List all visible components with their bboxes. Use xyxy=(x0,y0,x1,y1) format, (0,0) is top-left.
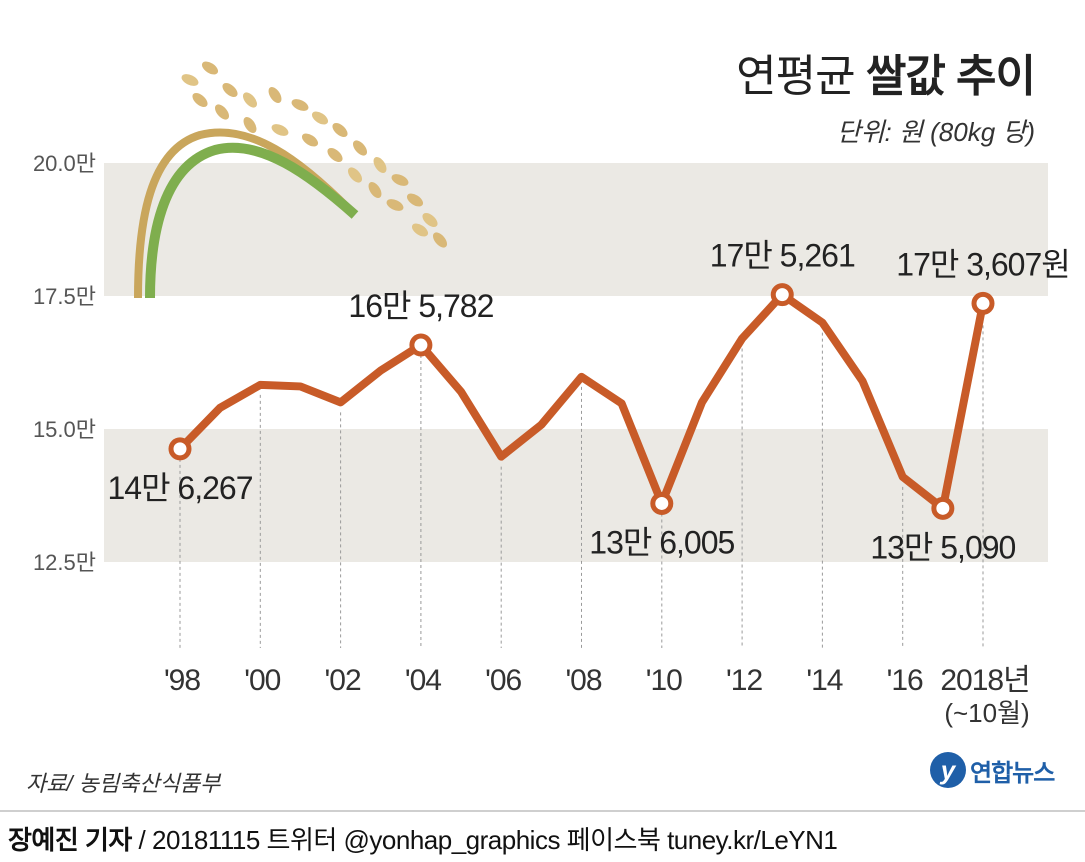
data-point xyxy=(901,475,904,478)
data-point xyxy=(620,402,623,405)
rice-leaf xyxy=(145,142,359,299)
footer-author: 장예진 기자 xyxy=(8,825,132,855)
rice-illustration xyxy=(134,61,448,299)
data-point xyxy=(540,423,543,426)
data-point xyxy=(460,390,463,393)
footer-text: 장예진 기자 / 20181115 트위터 @yonhap_graphics 페… xyxy=(8,820,838,857)
x-tick-label: '14 xyxy=(806,664,842,697)
rice-grain xyxy=(327,147,343,163)
x-tick-label: '04 xyxy=(405,664,441,697)
x-tick-label: '16 xyxy=(887,664,923,697)
marker-point xyxy=(770,283,794,307)
rice-grain xyxy=(347,167,363,183)
x-tick-label: '08 xyxy=(565,664,601,697)
rice-grain xyxy=(406,193,424,207)
data-point xyxy=(700,401,703,404)
rice-grain xyxy=(181,74,199,86)
data-point xyxy=(861,380,864,383)
data-point xyxy=(219,406,222,409)
footer-rest: / 20181115 트위터 @yonhap_graphics 페이스북 tun… xyxy=(131,825,838,855)
x-tick-label: '12 xyxy=(726,664,762,697)
data-label: 13만 5,090 xyxy=(870,529,1015,565)
marker-point xyxy=(409,333,433,357)
logo-text: 연합뉴스 xyxy=(970,759,1055,787)
data-point xyxy=(339,401,342,404)
rice-grain xyxy=(243,116,257,134)
data-label: 17만 3,607원 xyxy=(896,246,1069,282)
rice-grain xyxy=(311,111,329,125)
x-tick-label: 2018년 xyxy=(940,664,1029,697)
rice-grain xyxy=(368,181,382,199)
title-normal: 연평균 xyxy=(736,52,855,101)
rice-grain xyxy=(422,212,438,228)
marker-point xyxy=(971,291,995,315)
data-point xyxy=(299,385,302,388)
data-point xyxy=(821,321,824,324)
rice-grain xyxy=(411,223,429,237)
data-label: 13만 6,005 xyxy=(589,524,734,560)
x-tick-sublabel: (~10월) xyxy=(944,698,1029,728)
marker-point xyxy=(168,437,192,461)
marker-point xyxy=(650,491,674,515)
rice-grain xyxy=(201,61,219,75)
rice-grain xyxy=(268,86,282,104)
x-tick-label: '02 xyxy=(325,664,361,697)
x-tick-label: '98 xyxy=(164,664,200,697)
data-point xyxy=(379,369,382,372)
y-tick-label: 17.5만 xyxy=(33,284,96,309)
logo-mark-icon: y xyxy=(930,752,966,788)
rice-grain xyxy=(373,156,387,174)
y-tick-label: 15.0만 xyxy=(33,417,96,442)
x-tick-label: '00 xyxy=(244,664,280,697)
data-label: 16만 5,782 xyxy=(348,288,493,324)
footer: 장예진 기자 / 20181115 트위터 @yonhap_graphics 페… xyxy=(0,810,1085,862)
rice-grain xyxy=(391,174,409,186)
data-point xyxy=(259,383,262,386)
rice-grain xyxy=(301,133,319,147)
rice-grain xyxy=(214,104,230,120)
band-upper xyxy=(104,163,1048,296)
source-label: 자료/ 농림축산식품부 xyxy=(26,771,221,796)
rice-grain xyxy=(332,122,348,138)
data-point xyxy=(500,455,503,458)
y-tick-label: 12.5만 xyxy=(33,550,96,575)
x-tick-label: '10 xyxy=(646,664,682,697)
data-label: 14만 6,267 xyxy=(107,470,252,506)
rice-stalk xyxy=(134,128,353,299)
data-point xyxy=(580,375,583,378)
rice-grain xyxy=(222,82,238,98)
title-bold: 쌀값 추이 xyxy=(865,52,1036,101)
rice-grain xyxy=(242,92,258,108)
y-tick-label: 20.0만 xyxy=(33,151,96,176)
chart-title: 연평균 쌀값 추이 xyxy=(736,40,1036,104)
rice-grain xyxy=(271,124,289,136)
yonhap-logo: y 연합뉴스 xyxy=(930,752,1055,788)
marker-point xyxy=(931,496,955,520)
rice-grain xyxy=(432,232,448,248)
rice-grain xyxy=(291,99,309,111)
rice-grain xyxy=(192,92,208,108)
data-point xyxy=(741,337,744,340)
x-tick-label: '06 xyxy=(485,664,521,697)
unit-label: 단위: 원 (80kg 당) xyxy=(836,117,1035,147)
data-label: 17만 5,261 xyxy=(710,238,855,274)
rice-grain xyxy=(386,199,404,211)
rice-grain xyxy=(352,140,368,156)
